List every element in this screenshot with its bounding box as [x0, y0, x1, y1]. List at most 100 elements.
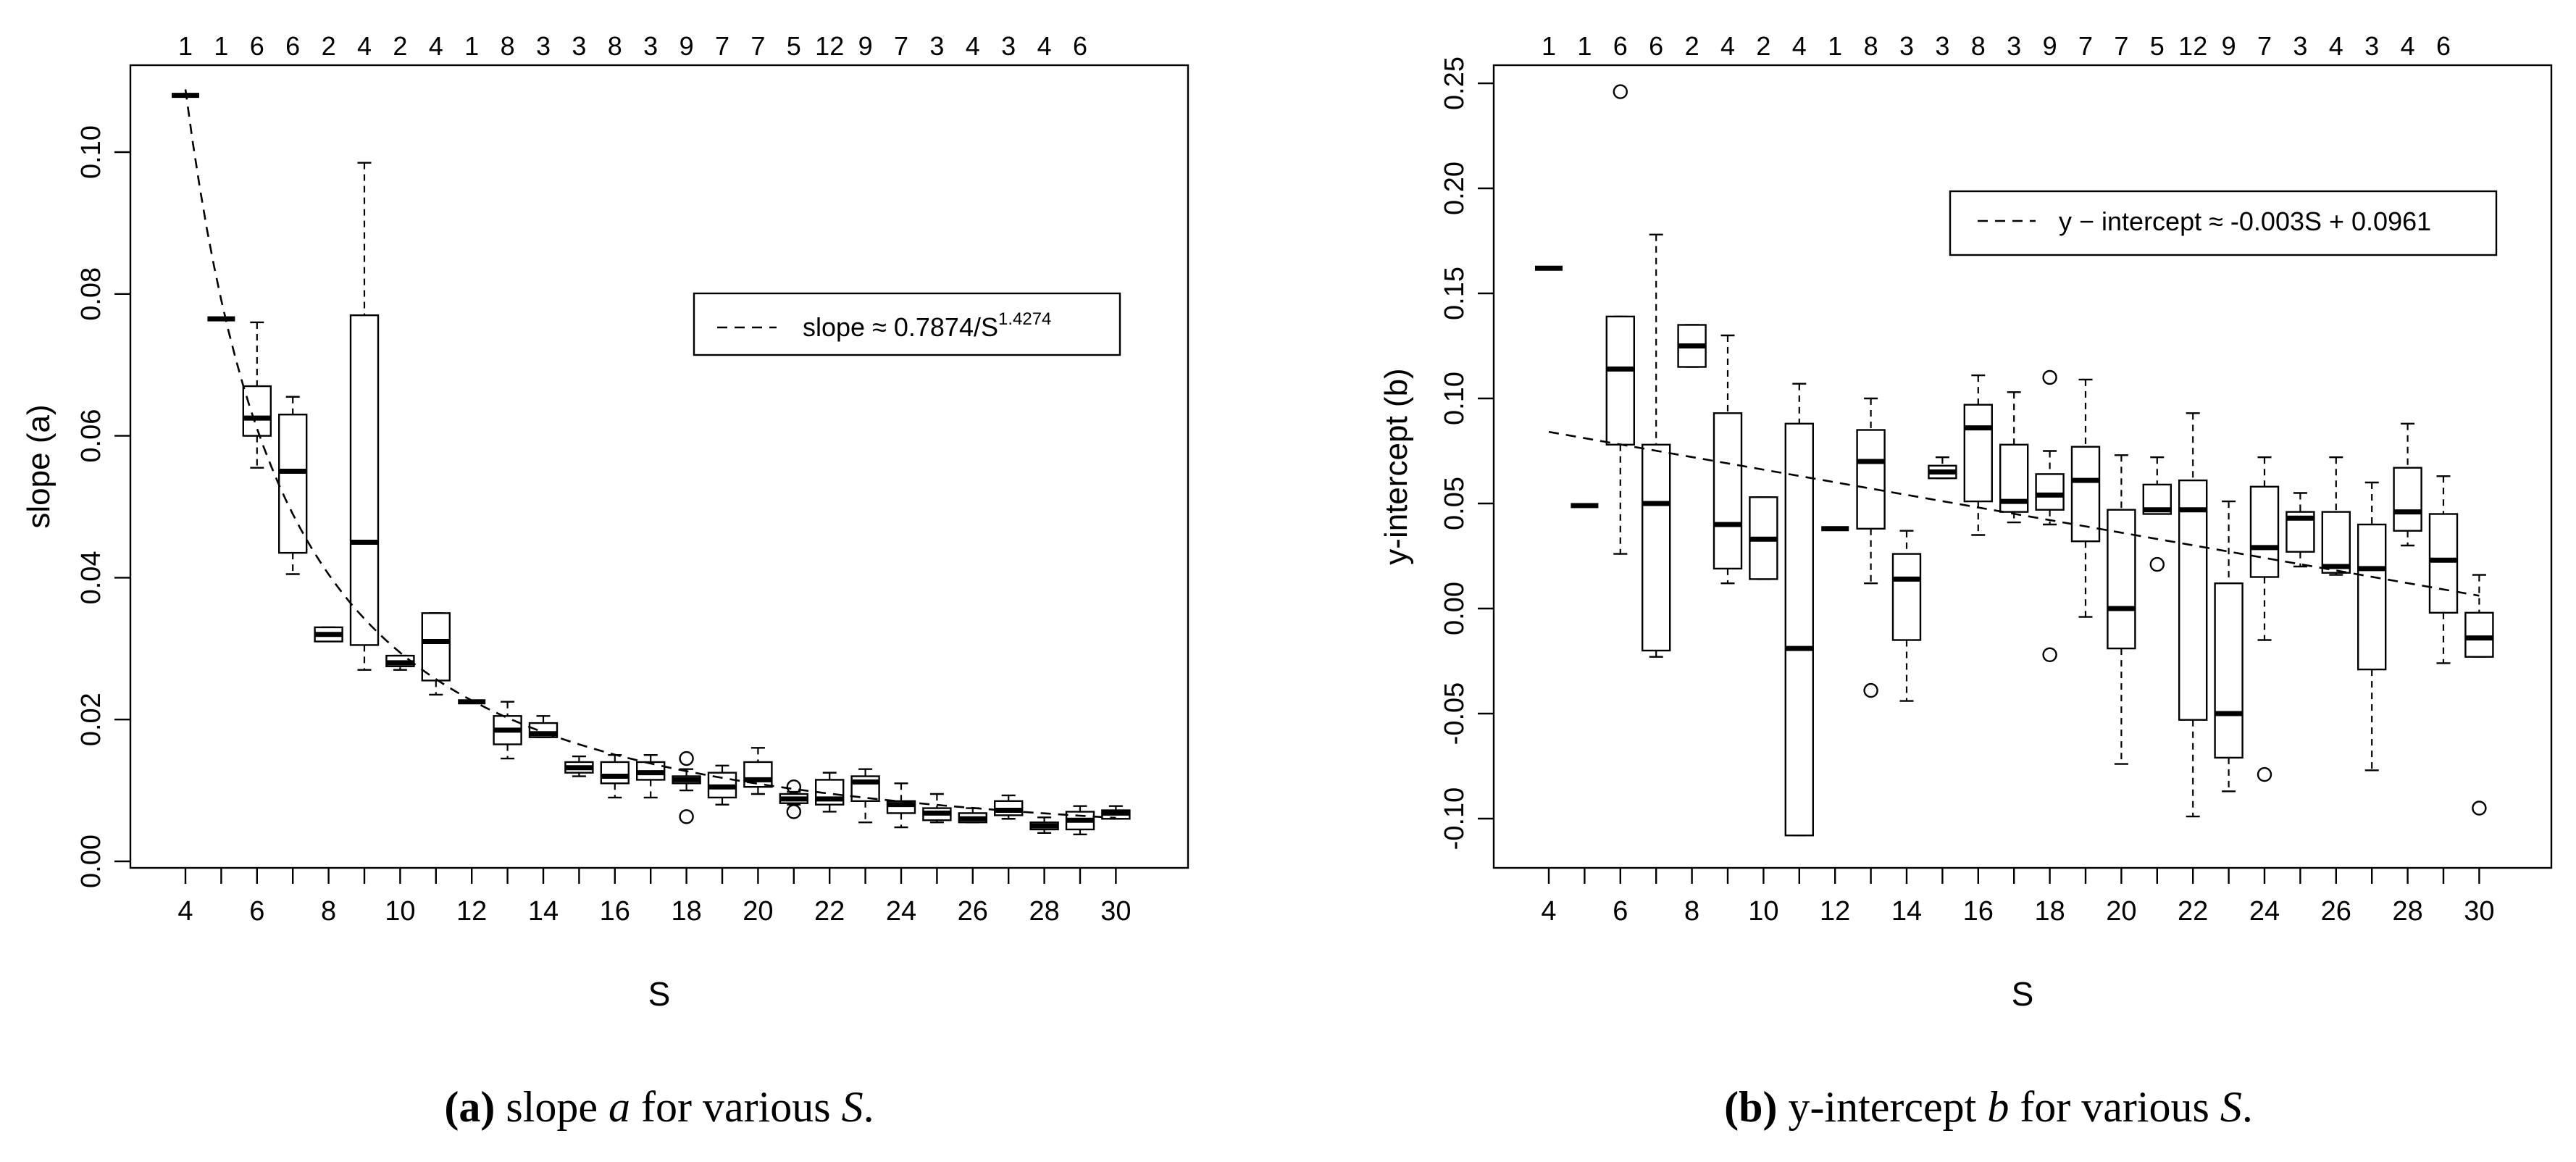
count-label: 6: [2436, 31, 2451, 61]
x-tick-label: 10: [1748, 896, 1778, 927]
box-item: [1749, 496, 1778, 580]
box-item: [1784, 383, 1815, 837]
y-axis: 0.00 0.02 0.04 0.06 0.08 0.10: [76, 125, 130, 888]
box-item: [1713, 334, 1743, 585]
box-item: [1677, 324, 1707, 368]
y-tick-label: 0.00: [1439, 582, 1470, 635]
box-item: [2070, 378, 2101, 618]
legend-text: slope ≈ 0.7874/S1.4274: [803, 309, 1051, 342]
count-label: 8: [1971, 31, 1986, 61]
box-item: [743, 747, 773, 795]
box-item: [600, 753, 630, 799]
count-label: 8: [608, 31, 622, 61]
iqr-box: [1641, 443, 1671, 652]
count-label: 3: [2007, 31, 2021, 61]
count-label: 6: [250, 31, 264, 61]
count-label: 3: [929, 31, 944, 61]
y-axis-title: slope (a): [21, 404, 57, 528]
boxes: [172, 93, 1131, 835]
iqr-box: [2249, 485, 2280, 578]
count-label: 3: [643, 31, 658, 61]
count-label: 3: [1935, 31, 1949, 61]
iqr-box: [2214, 582, 2243, 759]
legend: slope ≈ 0.7874/S1.4274: [693, 292, 1121, 356]
count-label: 4: [1720, 31, 1735, 61]
fit-curve: [184, 89, 1116, 819]
count-label: 1: [1577, 31, 1592, 61]
count-label: 1: [178, 31, 193, 61]
x-axis: 4 6 8 10 12 14 16 18 20 22 24 26 28 30: [177, 868, 1132, 927]
box-item: [1891, 530, 1922, 702]
count-label: 3: [536, 31, 551, 61]
iqr-box: [2178, 479, 2208, 721]
count-label: 4: [1792, 31, 1807, 61]
count-label: 7: [2114, 31, 2128, 61]
iqr-box: [1713, 412, 1743, 570]
x-tick-label: 14: [1891, 896, 1922, 927]
x-tick-label: 26: [958, 896, 988, 927]
x-tick-label: 14: [528, 896, 559, 927]
count-label: 7: [715, 31, 729, 61]
count-label: 1: [214, 31, 228, 61]
iqr-box: [349, 314, 380, 646]
box-item: [314, 626, 343, 643]
outlier-point: [2257, 766, 2272, 782]
count-label: 5: [2150, 31, 2165, 61]
iqr-box: [2357, 523, 2387, 671]
outlier-point: [679, 751, 694, 766]
count-label: 7: [2257, 31, 2272, 61]
box-item: [493, 701, 522, 760]
count-label: 4: [1037, 31, 1052, 61]
legend-text: y − intercept ≈ -0.003S + 0.0961: [2059, 206, 2431, 236]
x-tick-label: 30: [1100, 896, 1131, 927]
count-label: 7: [750, 31, 765, 61]
outlier-point: [2472, 801, 2487, 816]
count-label: 1: [1542, 31, 1556, 61]
x-tick-label: 24: [886, 896, 916, 927]
x-tick-label: 26: [2321, 896, 2351, 927]
box-item: [1101, 805, 1131, 820]
x-tick-label: 12: [1820, 896, 1850, 927]
iqr-box: [2035, 473, 2065, 511]
x-tick-label: 22: [2178, 896, 2208, 927]
box-item: [2286, 492, 2315, 568]
x-tick-label: 18: [2034, 896, 2065, 927]
iqr-box: [2428, 513, 2459, 614]
box-item: [278, 396, 308, 575]
box-item: [2107, 454, 2136, 765]
count-label: 7: [2078, 31, 2093, 61]
intercept-boxplot-panel: -0.10-0.050.000.050.100.150.200.25 4 6 8 10…: [1379, 31, 2553, 1013]
box-item: [2178, 412, 2208, 818]
iqr-box: [1605, 315, 1636, 446]
plot-frame: [129, 64, 1189, 869]
x-tick-label: 8: [321, 896, 336, 927]
fit-line: [1548, 430, 2480, 597]
count-label: 3: [2364, 31, 2379, 61]
x-axis-title: S: [648, 975, 671, 1013]
box-item: [528, 715, 559, 738]
x-axis: 4 6 8 10 12 14 16 18 20 22 24 26 28 30: [1541, 868, 2495, 927]
count-label: 3: [1899, 31, 1914, 61]
count-label: 5: [787, 31, 801, 61]
count-label: 4: [429, 31, 443, 61]
x-tick-label: 12: [456, 896, 487, 927]
x-tick-label: 20: [2106, 896, 2136, 927]
box-item: [564, 755, 594, 777]
count-label: 12: [815, 31, 844, 61]
box-item: [2214, 500, 2243, 793]
count-label: 3: [1001, 31, 1016, 61]
x-tick-label: 28: [1029, 896, 1059, 927]
y-tick-label: 0.10: [1439, 372, 1470, 425]
y-tick-label: 0.10: [76, 125, 106, 179]
count-labels: 1 1 6 6 2 4 2 4 1 8 3 3 8 3 9 7 7 5 12 9 7 3 4 3 4 6: [178, 31, 1087, 61]
box-item: [2249, 456, 2280, 782]
x-tick-label: 10: [385, 896, 415, 927]
count-label: 12: [2178, 31, 2207, 61]
count-label: 9: [679, 31, 694, 61]
count-labels: 1 1 6 6 2 4 2 4 1 8 3 3 8 3 9 7 7 5 12 9 7 3 4 3 4 6: [1542, 31, 2451, 61]
count-label: 3: [2293, 31, 2307, 61]
iqr-box: [1856, 429, 1886, 530]
iqr-box: [600, 761, 630, 785]
count-label: 1: [1828, 31, 1842, 61]
